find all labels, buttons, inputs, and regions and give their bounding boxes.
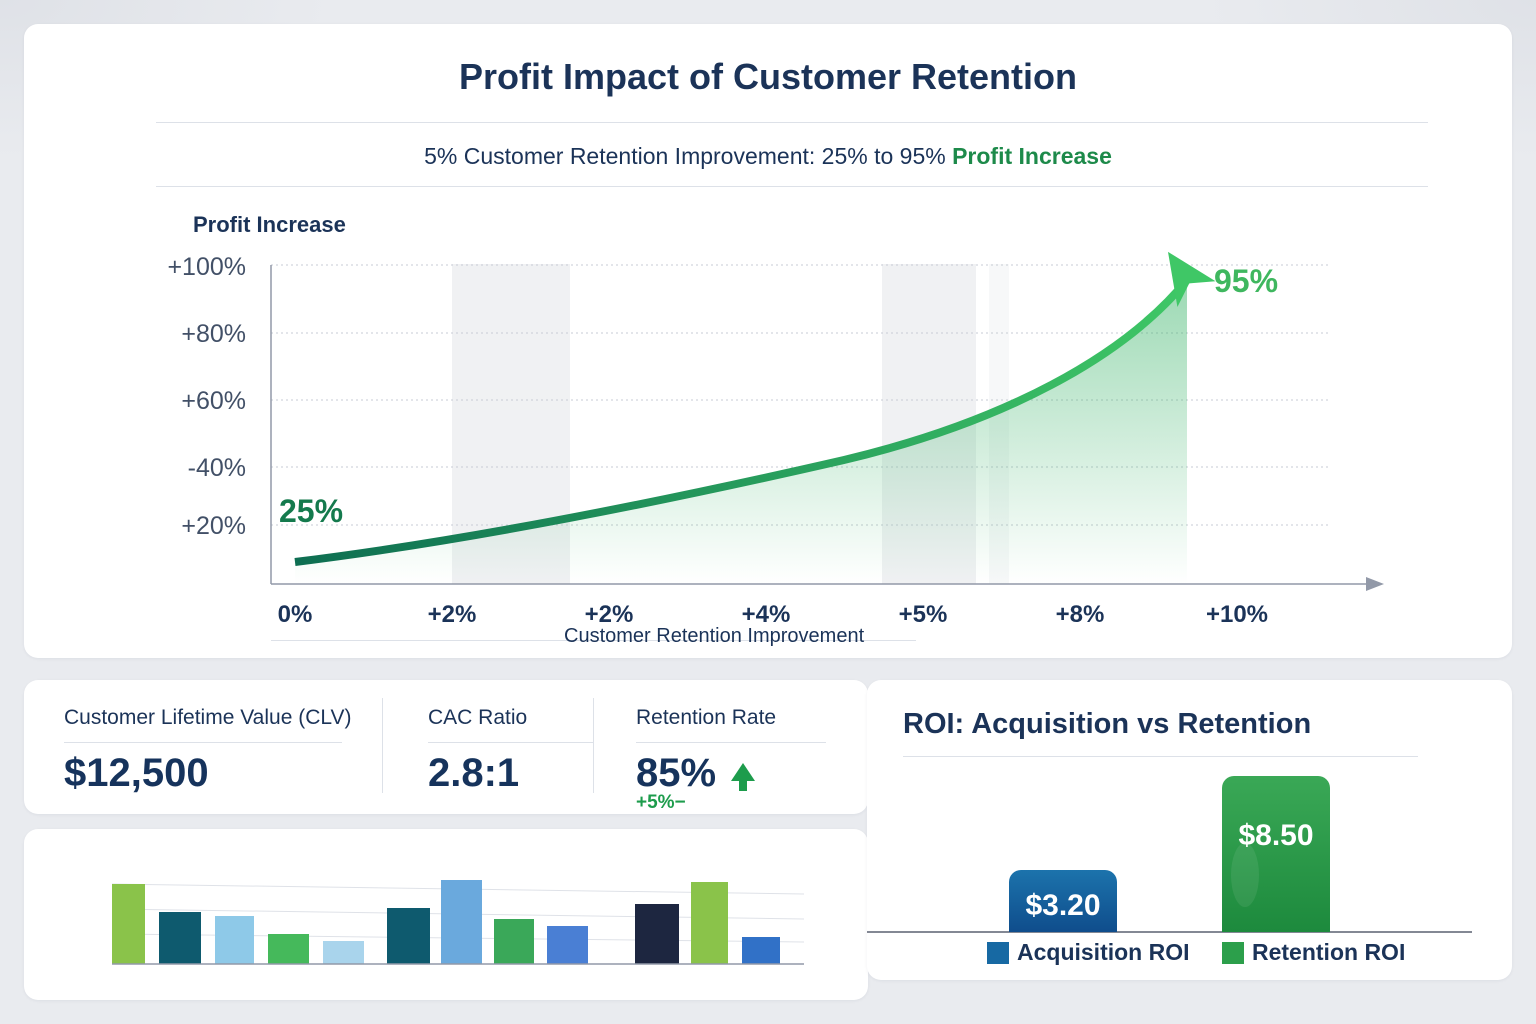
- svg-text:+5%: +5%: [899, 601, 948, 628]
- svg-text:-40%: -40%: [188, 454, 246, 482]
- svg-text:$8.50: $8.50: [1238, 819, 1313, 852]
- svg-text:+100%: +100%: [167, 253, 246, 281]
- svg-text:+60%: +60%: [181, 387, 246, 415]
- svg-text:0%: 0%: [278, 601, 313, 628]
- svg-text:+20%: +20%: [181, 512, 246, 540]
- svg-text:Acquisition ROI: Acquisition ROI: [1017, 939, 1190, 965]
- svg-text:+80%: +80%: [181, 320, 246, 348]
- svg-text:+2%: +2%: [585, 601, 634, 628]
- svg-text:+10%: +10%: [1206, 601, 1268, 628]
- svg-text:95%: 95%: [1214, 263, 1278, 299]
- svg-text:+8%: +8%: [1056, 601, 1105, 628]
- svg-text:+4%: +4%: [742, 601, 791, 628]
- svg-text:+2%: +2%: [428, 601, 477, 628]
- svg-text:25%: 25%: [279, 493, 343, 529]
- svg-text:Retention ROI: Retention ROI: [1252, 939, 1405, 965]
- svg-text:$3.20: $3.20: [1025, 889, 1100, 922]
